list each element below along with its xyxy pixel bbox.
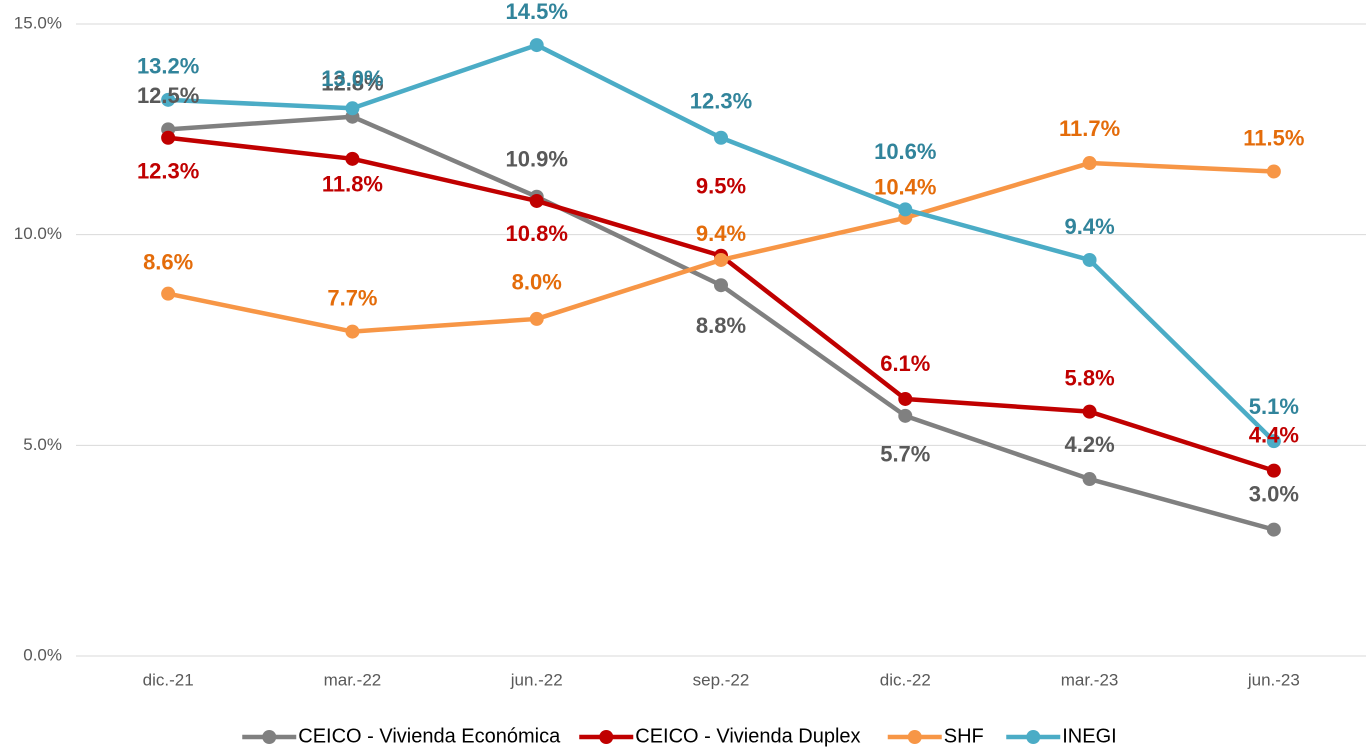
value-label: 6.1% (880, 351, 930, 376)
value-label: 11.5% (1243, 125, 1304, 150)
point (1082, 156, 1097, 171)
point (529, 193, 544, 208)
value-label: 9.4% (696, 221, 746, 246)
point (1266, 463, 1281, 478)
value-label: 13.2% (137, 54, 199, 79)
point (1082, 404, 1097, 419)
x-tick-label: mar.-22 (324, 670, 382, 689)
y-tick-label: 5.0% (23, 435, 62, 454)
value-label: 10.4% (874, 175, 936, 200)
point (345, 324, 360, 339)
point (161, 286, 176, 301)
y-tick-label: 0.0% (23, 645, 62, 664)
x-tick-label: jun.-22 (510, 670, 563, 689)
value-label: 11.8% (322, 172, 383, 197)
x-tick-label: dic.-21 (143, 670, 194, 689)
point (529, 38, 544, 53)
x-tick-label: dic.-22 (880, 670, 931, 689)
point (1266, 434, 1281, 449)
legend-label: SHF (944, 725, 984, 747)
value-label: 10.9% (506, 147, 568, 172)
value-label: 4.4% (1249, 422, 1299, 447)
point (1266, 522, 1281, 537)
value-label: 9.5% (696, 174, 746, 199)
value-label: 8.0% (512, 270, 562, 295)
x-tick-label: jun.-23 (1247, 670, 1300, 689)
point (345, 101, 360, 116)
point (161, 92, 176, 107)
value-label: 8.6% (143, 249, 193, 274)
point (161, 130, 176, 145)
value-label: 4.2% (1064, 432, 1114, 457)
value-label: 11.7% (1059, 116, 1120, 141)
value-label: 9.4% (1064, 214, 1114, 239)
value-label: 10.6% (874, 139, 936, 164)
point (714, 252, 728, 267)
value-label: 12.5% (137, 83, 199, 108)
point (1082, 472, 1097, 487)
point (898, 408, 913, 423)
point (345, 151, 360, 166)
y-tick-label: 10.0% (14, 224, 62, 243)
x-tick-label: sep.-22 (693, 670, 750, 689)
value-label: 13.0% (321, 66, 383, 91)
legend-label: CEICO - Vivienda Económica (298, 725, 561, 747)
point (898, 391, 913, 406)
point (1266, 164, 1281, 179)
value-label: 12.3% (137, 159, 199, 184)
legend-marker (907, 730, 922, 744)
value-label: 5.8% (1064, 365, 1114, 390)
legend-marker (262, 730, 277, 744)
value-label: 7.7% (327, 285, 377, 310)
point (714, 130, 728, 145)
point (1082, 252, 1097, 267)
value-label: 12.3% (690, 89, 752, 114)
value-label: 14.5% (506, 0, 568, 24)
value-label: 12.8% (321, 71, 383, 96)
point (898, 202, 913, 217)
legend-marker (1026, 730, 1041, 744)
value-label: 8.8% (696, 313, 746, 338)
point (529, 311, 544, 326)
legend-marker (599, 730, 614, 744)
value-label: 3.0% (1249, 481, 1299, 506)
legend-label: INEGI (1062, 725, 1116, 747)
point (714, 278, 728, 293)
value-label: 5.1% (1249, 394, 1299, 419)
x-tick-label: mar.-23 (1061, 670, 1119, 689)
y-tick-label: 15.0% (14, 13, 62, 32)
value-label: 5.7% (880, 442, 930, 467)
legend-label: CEICO - Vivienda Duplex (635, 725, 860, 747)
value-label: 10.8% (506, 221, 568, 246)
